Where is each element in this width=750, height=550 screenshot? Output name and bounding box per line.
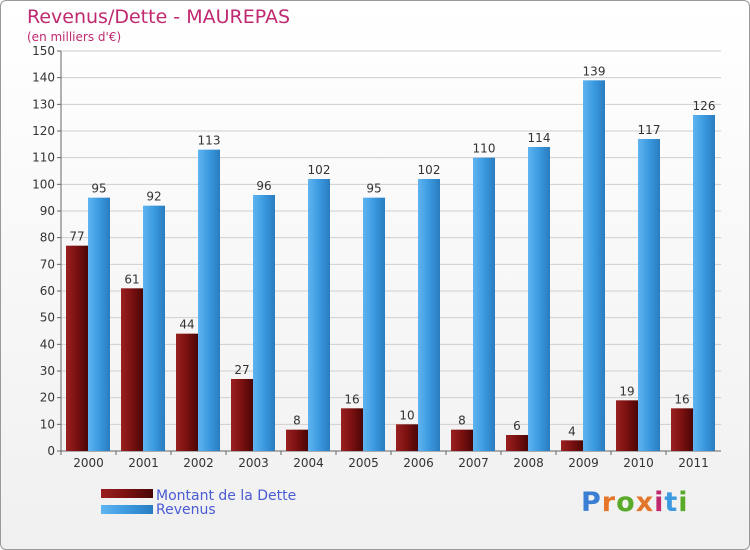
data-labels: 77 95 61 92 44 113 27 96 8 102 16 95 10 102 8 110 6 114 4 1… xyxy=(69,64,715,438)
y-tick-label: 150 xyxy=(32,44,55,58)
bar-revenue xyxy=(528,147,550,451)
bar-revenue xyxy=(418,179,440,451)
data-label-debt: 19 xyxy=(619,384,634,398)
x-tick-label: 2006 xyxy=(403,456,434,470)
chart-subtitle: (en milliers d'€) xyxy=(27,30,122,44)
y-tick-label: 90 xyxy=(40,204,55,218)
data-label-revenue: 126 xyxy=(693,99,716,113)
bar-revenue xyxy=(198,149,220,451)
data-label-debt: 8 xyxy=(458,414,466,428)
y-tick-label: 100 xyxy=(32,177,55,191)
legend-label-revenue: Revenus xyxy=(156,502,216,518)
x-tick-label: 2002 xyxy=(183,456,214,470)
chart-title: Revenus/Dette - MAUREPAS xyxy=(27,6,291,28)
bar-debt xyxy=(506,435,528,451)
x-tick-label: 2005 xyxy=(348,456,379,470)
y-tick-label: 40 xyxy=(40,337,55,351)
legend-label-debt: Montant de la Dette xyxy=(156,488,296,504)
y-tick-label: 120 xyxy=(32,124,55,138)
data-label-revenue: 117 xyxy=(638,123,661,137)
x-tick-label: 2011 xyxy=(678,456,709,470)
y-tick-label: 110 xyxy=(32,151,55,165)
bar-revenue xyxy=(143,205,165,451)
x-tick-label: 2003 xyxy=(238,456,269,470)
bar-debt xyxy=(341,408,363,451)
data-label-revenue: 95 xyxy=(366,182,381,196)
x-tick-label: 2001 xyxy=(128,456,159,470)
y-tick-label: 30 xyxy=(40,364,55,378)
data-label-revenue: 139 xyxy=(583,64,606,78)
y-tick-label: 20 xyxy=(40,391,55,405)
data-label-debt: 16 xyxy=(344,392,359,406)
bar-debt xyxy=(231,379,253,451)
bar-debt xyxy=(396,424,418,451)
data-label-revenue: 96 xyxy=(256,179,271,193)
y-tick-label: 0 xyxy=(47,444,55,458)
bar-revenue xyxy=(693,115,715,451)
bar-revenue xyxy=(363,197,385,451)
bar-debt xyxy=(66,245,88,451)
x-tick-label: 2009 xyxy=(568,456,599,470)
data-label-debt: 6 xyxy=(513,419,521,433)
y-tick-label: 60 xyxy=(40,284,55,298)
grid-lines xyxy=(61,50,721,452)
x-tick-label: 2010 xyxy=(623,456,654,470)
data-label-debt: 16 xyxy=(674,392,689,406)
legend: Montant de la Dette Revenus xyxy=(101,488,296,518)
bar-revenue xyxy=(88,197,110,451)
bar-debt xyxy=(121,288,143,451)
y-tick-label: 50 xyxy=(40,311,55,325)
data-label-debt: 8 xyxy=(293,414,301,428)
x-tick-label: 2008 xyxy=(513,456,544,470)
data-label-debt: 27 xyxy=(234,363,249,377)
data-label-revenue: 113 xyxy=(198,134,221,148)
bar-revenue xyxy=(308,179,330,451)
x-tick-label: 2007 xyxy=(458,456,489,470)
bar-debt xyxy=(451,429,473,451)
data-label-revenue: 92 xyxy=(146,190,161,204)
bar-revenue xyxy=(638,139,660,451)
data-label-debt: 44 xyxy=(179,318,194,332)
data-label-debt: 77 xyxy=(69,230,84,244)
bar-debt xyxy=(561,440,583,451)
bar-debt xyxy=(286,429,308,451)
x-tick-label: 2004 xyxy=(293,456,324,470)
y-tick-label: 70 xyxy=(40,257,55,271)
legend-swatch-revenue xyxy=(101,505,153,514)
data-label-revenue: 95 xyxy=(91,182,106,196)
data-label-revenue: 102 xyxy=(308,163,331,177)
bars xyxy=(66,80,715,451)
y-tick-label: 80 xyxy=(40,231,55,245)
data-label-revenue: 102 xyxy=(418,163,441,177)
proxiti-logo: Proxiti xyxy=(581,487,689,518)
axes: 0 10 20 30 40 50 60 70 80 90 100 110 120 130 140 150 200… xyxy=(32,44,721,470)
legend-swatch-debt xyxy=(101,489,153,498)
bar-debt xyxy=(616,400,638,451)
bar-revenue xyxy=(583,80,605,451)
x-tick-label: 2000 xyxy=(73,456,104,470)
y-tick-label: 10 xyxy=(40,417,55,431)
data-label-debt: 4 xyxy=(568,424,576,438)
y-tick-label: 140 xyxy=(32,71,55,85)
data-label-revenue: 114 xyxy=(528,131,551,145)
bar-revenue xyxy=(253,195,275,451)
bar-revenue xyxy=(473,157,495,451)
bar-debt xyxy=(671,408,693,451)
data-label-revenue: 110 xyxy=(473,142,496,156)
y-tick-label: 130 xyxy=(32,97,55,111)
data-label-debt: 61 xyxy=(124,272,139,286)
bar-debt xyxy=(176,333,198,451)
data-label-debt: 10 xyxy=(399,408,414,422)
